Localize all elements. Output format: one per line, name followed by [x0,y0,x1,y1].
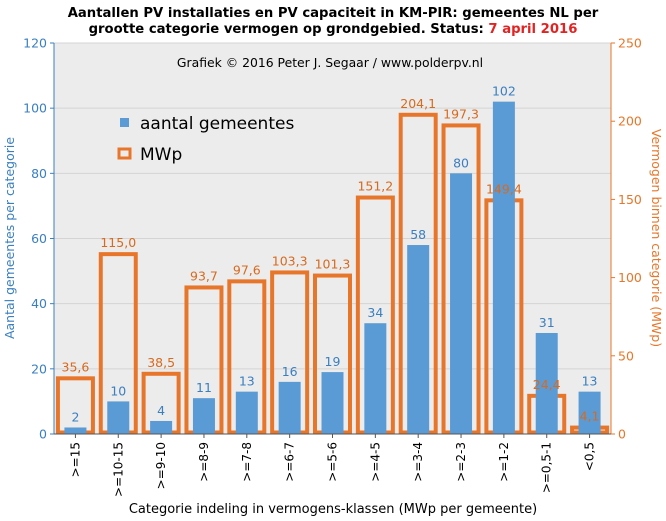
left-tick-label: 80 [31,166,47,181]
left-tick-label: 40 [31,296,47,311]
legend-label-mwp: MWp [140,145,182,165]
bar-aantal-gemeentes [107,401,130,434]
bar-value-label: 11 [196,380,212,395]
category-label: >=6-7 [283,442,297,482]
category-label: >=2-3 [454,442,468,482]
bar-aantal-gemeentes [407,245,430,434]
chart-title-date: 7 april 2016 [488,22,577,37]
category-label: >=10-15 [111,442,125,497]
bar-aantal-gemeentes [492,101,515,435]
bar-aantal-gemeentes [235,391,258,434]
bar-aantal-gemeentes [64,427,87,434]
bar-value-label: 13 [239,374,255,389]
gemeentes-series [64,101,601,435]
category-label: >=8-9 [197,442,211,482]
bar-value-label: 58 [410,227,426,242]
right-tick-label: 150 [618,192,642,207]
bar-value-label: 34 [367,305,383,320]
bar-value-label: 80 [453,155,469,170]
category-label: >=9-10 [154,442,168,489]
category-label: >=1-2 [497,442,511,482]
legend: aantal gemeentes MWp [117,114,294,165]
mwp-value-labels: 35,6 115,0 38,5 93,7 97,6 103,3 101,3 151,2 204,… [62,96,600,424]
chart-credit: Grafiek © 2016 Peter J. Segaar / www.pol… [177,55,483,70]
legend-swatch-mwp [117,147,132,160]
mwp-value-label: 204,1 [400,96,436,111]
bar-value-label: 19 [325,354,341,369]
chart-title-line2: grootte categorie vermogen op grondgebie… [89,22,578,37]
left-tick-label: 20 [31,361,47,376]
category-label: >=0,5-1 [540,442,554,493]
mwp-value-label: 197,3 [443,106,479,121]
bar-aantal-gemeentes [321,372,344,434]
right-tick-label: 100 [618,270,642,285]
category-label: <0,5 [583,442,597,471]
chart-title-status: grootte categorie vermogen op grondgebie… [89,22,484,37]
right-tick-label: 250 [618,36,642,51]
mwp-value-label: 151,2 [357,179,393,194]
mwp-value-label: 103,3 [272,253,308,268]
bar-value-label: 13 [582,374,598,389]
bar-value-label: 16 [282,364,298,379]
left-axis-title: Aantal gemeentes per categorie [2,137,17,339]
category-axis-ticks: >=15 >=10-15 >=9-10 >=8-9 >=7-8 >=6-7 >=5-6 >=4… [68,434,597,497]
right-axis-title: Vermogen binnen categorie (MWp) [649,129,664,347]
category-label: >=7-8 [240,442,254,482]
right-tick-label: 200 [618,114,642,129]
mwp-value-label: 93,7 [190,268,218,283]
bar-value-label: 2 [71,409,79,424]
bar-aantal-gemeentes [450,173,473,435]
bar-value-label: 4 [157,403,165,418]
bar-aantal-gemeentes [364,323,387,434]
right-axis-ticks: 0 50 100 150 200 250 [611,36,642,442]
mwp-value-label: 115,0 [100,235,136,250]
bar-aantal-gemeentes [150,420,173,434]
mwp-value-label: 38,5 [147,355,175,370]
bar-aantal-gemeentes [578,391,601,434]
mwp-value-label: 97,6 [233,262,261,277]
left-tick-label: 120 [23,36,47,51]
right-tick-label: 0 [618,427,626,442]
mwp-value-label: 101,3 [315,257,351,272]
bar-aantal-gemeentes [192,398,215,434]
mwp-value-label: 35,6 [62,359,90,374]
mwp-value-label: 149,4 [486,181,522,196]
category-label: >=5-6 [326,442,340,482]
x-axis-title: Categorie indeling in vermogens-klassen … [129,502,537,517]
right-tick-label: 50 [618,348,634,363]
mwp-value-label: 24,4 [533,377,561,392]
bar-value-label: 31 [539,315,555,330]
category-label: >=3-4 [411,442,425,482]
left-tick-label: 0 [39,427,47,442]
category-label: >=15 [68,442,82,477]
legend-swatch-gemeentes [120,118,129,127]
legend-label-gemeentes: aantal gemeentes [140,114,294,134]
gemeentes-value-labels: 2 10 4 11 13 16 19 34 58 80 102 31 13 [71,84,597,425]
bar-aantal-gemeentes [535,332,558,434]
gridlines [54,42,611,370]
left-axis-ticks: 0 20 40 60 80 100 120 [23,36,54,442]
left-tick-label: 100 [23,101,47,116]
category-label: >=4-5 [368,442,382,482]
chart-title-line1: Aantallen PV installaties en PV capacite… [68,6,599,21]
mwp-value-label: 4,1 [580,409,600,424]
bar-value-label: 10 [110,383,126,398]
bar-value-label: 102 [492,84,516,99]
bar-aantal-gemeentes [278,381,301,434]
left-tick-label: 60 [31,231,47,246]
